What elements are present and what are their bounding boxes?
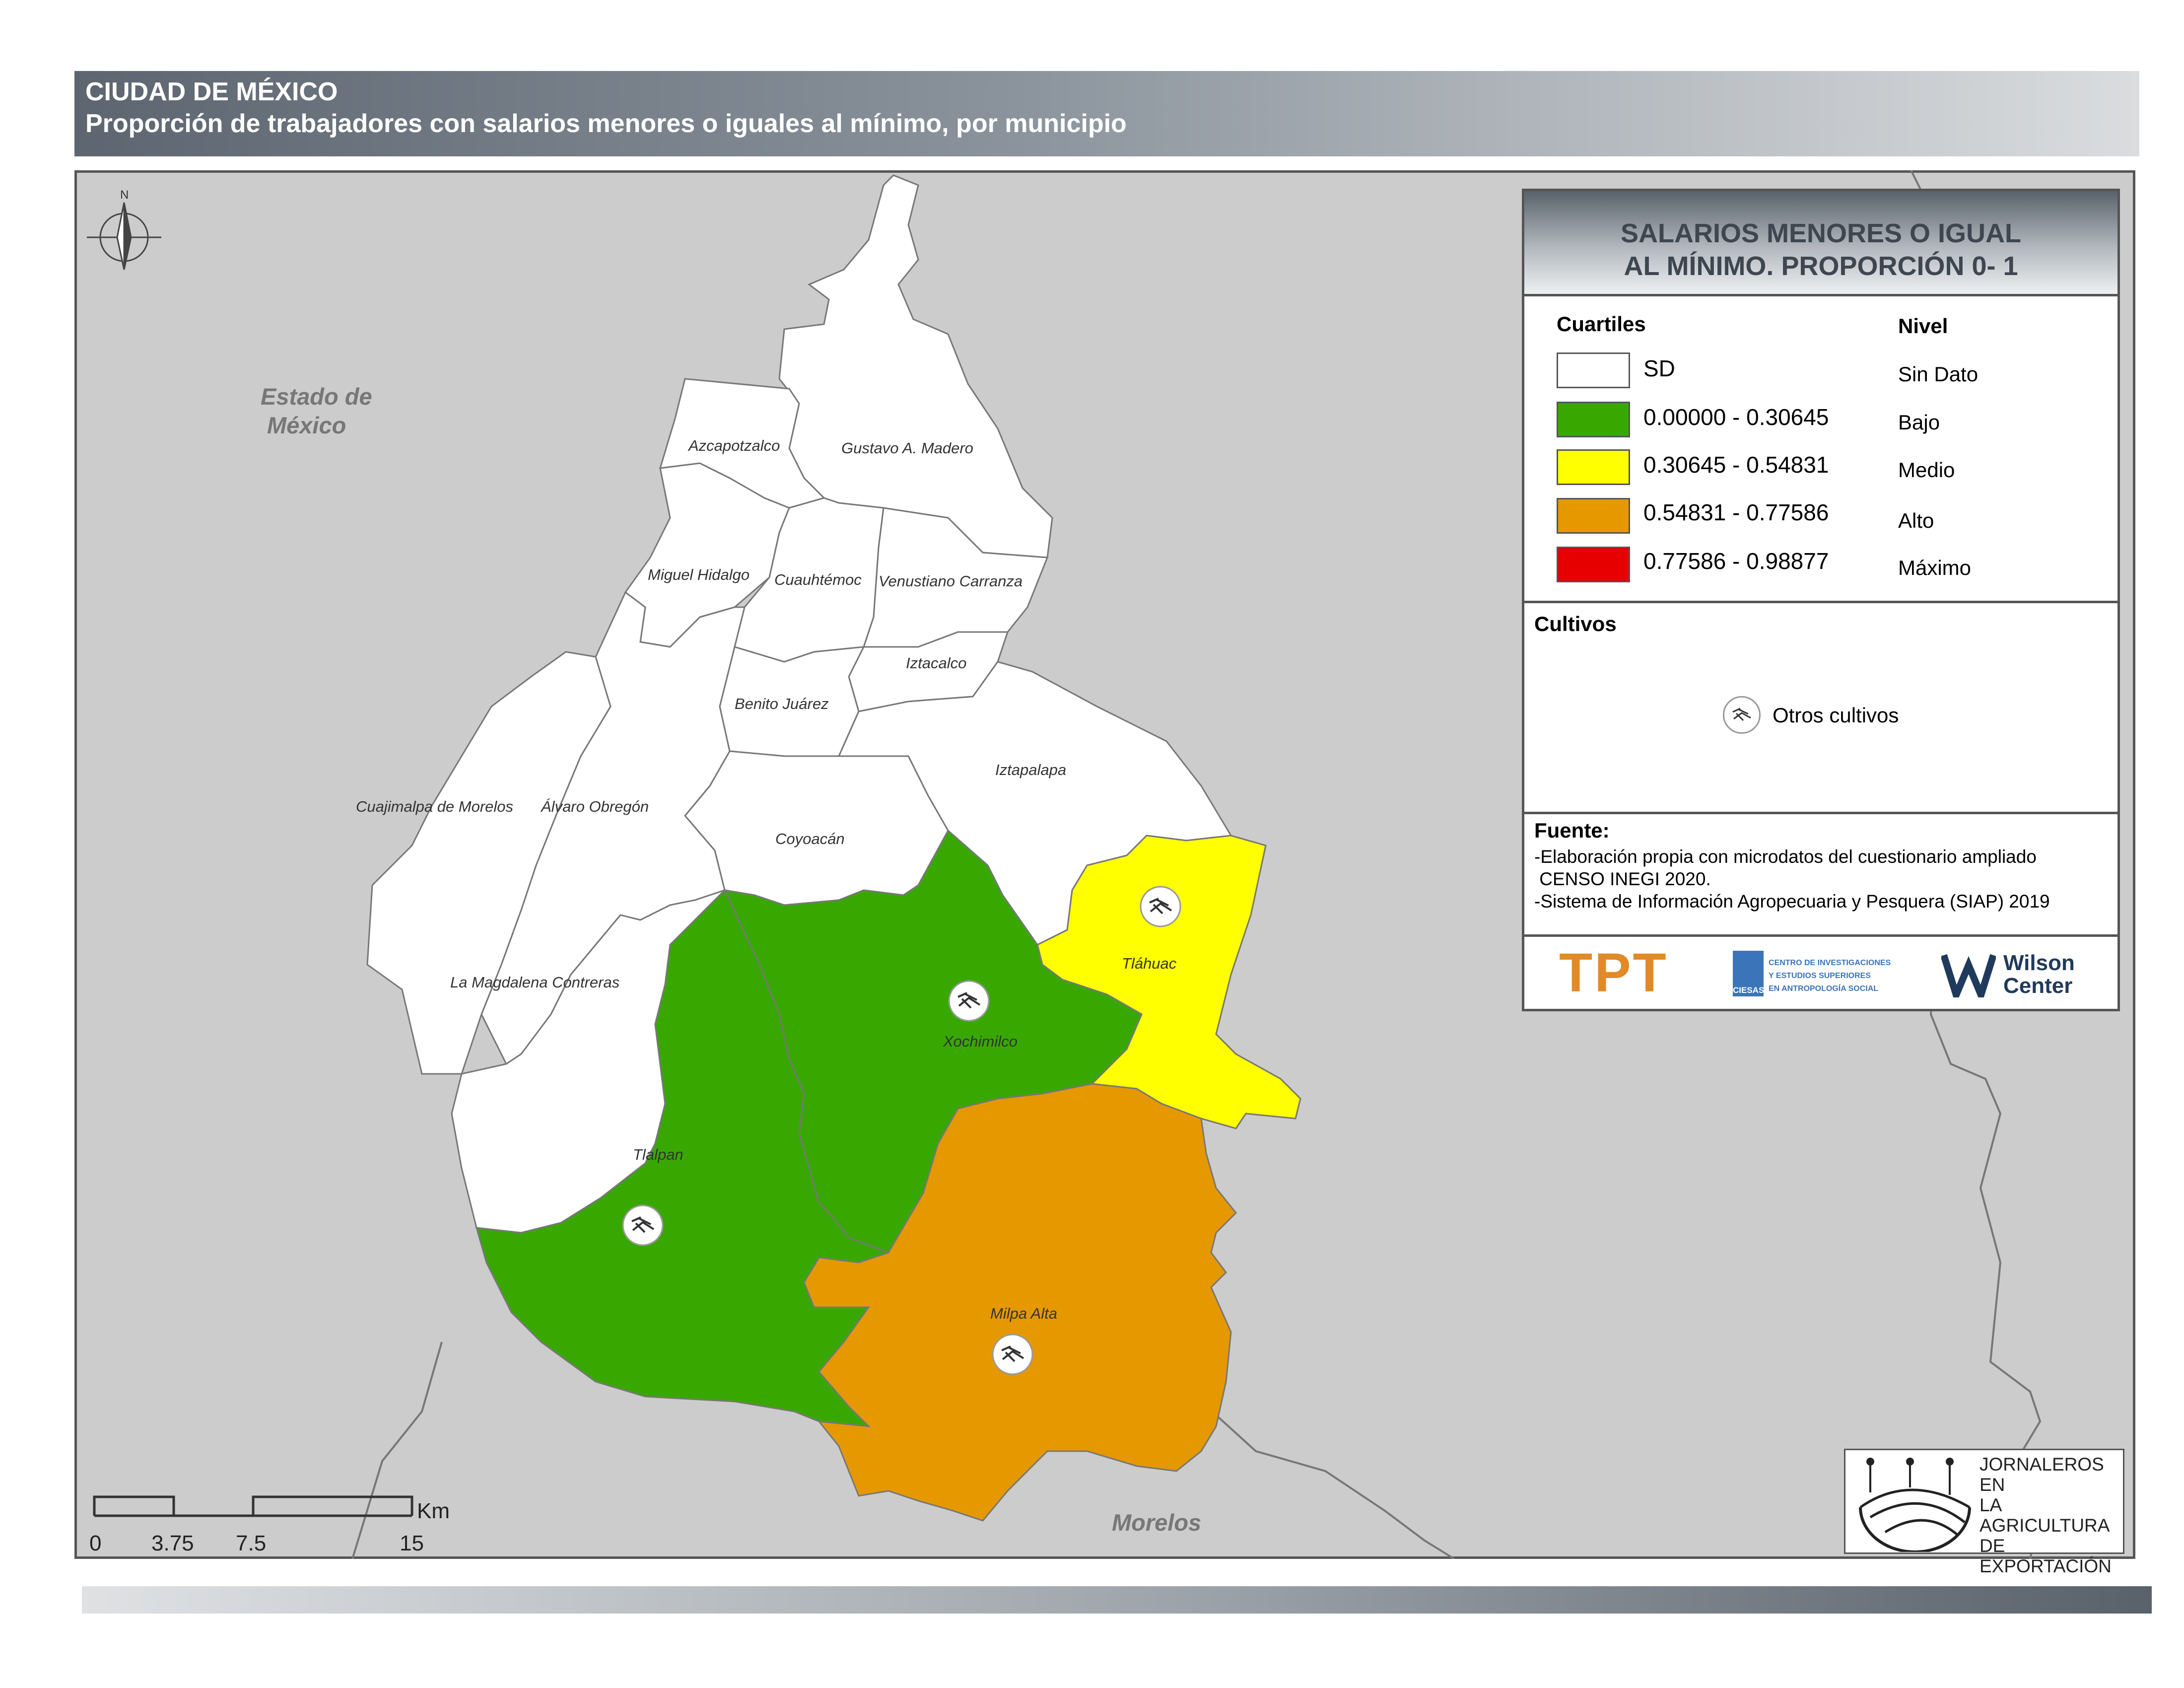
label-iztacalco: Iztacalco: [906, 654, 966, 672]
header-banner: CIUDAD DE MÉXICO Proporción de trabajado…: [74, 71, 2139, 156]
scale-tick: 0: [89, 1531, 101, 1555]
jornaleros-line: LA AGRICULTURA: [1979, 1495, 2110, 1536]
legend-divider: [1524, 812, 2117, 814]
municipality-cuajimalpa: [366, 651, 612, 1075]
municipality-tlalpan: [475, 889, 889, 1427]
fuente-line: -Elaboración propia con microdatos del c…: [1534, 846, 2037, 867]
scale-tick: 15: [400, 1531, 424, 1555]
legend-swatch-sd: [1557, 352, 1630, 388]
legend-level: Medio: [1898, 458, 1955, 482]
legend-swatch-alto: [1557, 498, 1630, 534]
label-benito-juarez: Benito Juárez: [735, 695, 829, 712]
jornaleros-line: JORNALEROS EN: [1979, 1454, 2104, 1495]
crop-icon: [992, 1334, 1033, 1375]
scale-tick: 7.5: [236, 1531, 266, 1555]
region-label-estado-mexico-1: Estado de: [261, 383, 372, 410]
label-coyoacan: Coyoacán: [775, 830, 845, 847]
legend-level: Bajo: [1898, 411, 1940, 434]
legend-panel: SALARIOS MENORES O IGUAL AL MÍNIMO. PROP…: [1522, 189, 2120, 1003]
cultivos-item-label: Otros cultivos: [1773, 703, 1899, 727]
legend-range: 0.30645 - 0.54831: [1643, 452, 1829, 478]
ciesas-name: CIESAS: [1733, 985, 1765, 995]
municipalities: [366, 174, 1301, 1522]
label-tlalpan: Tlalpan: [633, 1146, 683, 1163]
label-venustiano-carranza: Venustiano Carranza: [879, 572, 1023, 590]
jornaleros-logo: JORNALEROS EN LA AGRICULTURA DE EXPORTAC…: [1844, 1449, 2124, 1576]
logos-panel: TPT CIESAS CENTRO DE INVESTIGACIONES Y E…: [1522, 934, 2120, 1011]
ciesas-logo-text: CENTRO DE INVESTIGACIONES Y ESTUDIOS SUP…: [1769, 957, 1891, 995]
page-subtitle: Proporción de trabajadores con salarios …: [85, 109, 1127, 138]
label-tlahuac: Tláhuac: [1122, 955, 1177, 972]
legend-swatch-bajo: [1557, 402, 1630, 437]
map-canvas: Estado de México Morelos Azcapotzalco Gu…: [87, 170, 2042, 1559]
legend-level: Alto: [1898, 509, 1934, 532]
label-milpa-alta: Milpa Alta: [990, 1305, 1057, 1322]
label-gustavo-a-madero: Gustavo A. Madero: [841, 439, 973, 457]
scale-tick: 3.75: [151, 1531, 194, 1555]
scale-bar: Km 0 3.75 7.5 15: [89, 1495, 450, 1555]
legend-range: 0.77586 - 0.98877: [1643, 548, 1829, 574]
legend-range: 0.00000 - 0.30645: [1643, 404, 1829, 430]
jornaleros-emblem-icon: [1859, 1458, 1971, 1552]
legend-range: SD: [1643, 355, 1675, 381]
fuente-title: Fuente:: [1534, 819, 1610, 842]
legend-col-quartiles: Cuartiles: [1557, 312, 1646, 336]
municipality-milpa-alta: [803, 1083, 1237, 1522]
wilson-logo-text: Wilson Center: [2003, 952, 2075, 997]
legend-title-line1: SALARIOS MENORES O IGUAL: [1620, 218, 2022, 248]
wilson-w-icon: [1941, 954, 1996, 997]
label-cuauhtemoc: Cuauhtémoc: [774, 571, 862, 588]
crop-icon: [948, 980, 990, 1022]
legend-divider: [1524, 601, 2117, 603]
region-label-estado-mexico-2: México: [267, 412, 346, 438]
fuente-line: CENSO INEGI 2020.: [1534, 869, 1711, 889]
jornaleros-text: JORNALEROS EN LA AGRICULTURA DE EXPORTAC…: [1979, 1454, 2123, 1576]
crop-icon: [1140, 886, 1181, 927]
tpt-logo: TPT: [1559, 942, 1668, 1003]
north-arrow-icon: N: [87, 188, 161, 270]
label-cuajimalpa: Cuajimalpa de Morelos: [356, 798, 513, 815]
wilson-line: Center: [2003, 974, 2073, 998]
legend-range: 0.54831 - 0.77586: [1643, 499, 1829, 525]
crop-symbols: [622, 886, 1181, 1375]
legend-title-line2: AL MÍNIMO. PROPORCIÓN 0- 1: [1624, 251, 2018, 281]
label-magdalena-contreras: La Magdalena Contreras: [450, 974, 619, 991]
ciesas-line: EN ANTROPOLOGÍA SOCIAL: [1769, 985, 1879, 993]
region-label-morelos: Morelos: [1112, 1509, 1201, 1536]
crop-icon: [1723, 696, 1761, 734]
label-miguel-hidalgo: Miguel Hidalgo: [648, 566, 750, 583]
municipality-labels: Azcapotzalco Gustavo A. Madero Miguel Hi…: [356, 437, 1177, 1322]
legend-col-level: Nivel: [1898, 314, 1948, 338]
label-azcapotzalco: Azcapotzalco: [687, 437, 780, 454]
wilson-line: Wilson: [2003, 951, 2075, 975]
ciesas-logo-icon: [1733, 951, 1764, 996]
crop-icon: [622, 1204, 664, 1246]
legend-swatch-maximo: [1557, 547, 1630, 582]
legend-level: Máximo: [1898, 556, 1972, 579]
ciesas-line: Y ESTUDIOS SUPERIORES: [1769, 972, 1871, 980]
legend-swatch-medio: [1557, 449, 1630, 485]
footer-bar: [82, 1586, 2152, 1614]
municipality-coyoacan: [684, 750, 949, 906]
label-iztapalapa: Iztapalapa: [995, 761, 1066, 778]
cultivos-title: Cultivos: [1534, 612, 1617, 635]
label-alvaro-obregon: Álvaro Obregón: [540, 798, 649, 815]
north-label: N: [120, 188, 129, 202]
legend-level: Sin Dato: [1898, 362, 1979, 386]
page-title: CIUDAD DE MÉXICO: [85, 77, 338, 106]
fuente-line: -Sistema de Información Agropecuaria y P…: [1534, 891, 2050, 912]
scale-unit: Km: [417, 1499, 450, 1523]
ciesas-line: CENTRO DE INVESTIGACIONES: [1769, 959, 1891, 967]
jornaleros-line: DE EXPORTACIÓN: [1979, 1536, 2112, 1576]
label-xochimilco: Xochimilco: [943, 1033, 1018, 1050]
legend-header: SALARIOS MENORES O IGUAL AL MÍNIMO. PROP…: [1524, 191, 2117, 296]
